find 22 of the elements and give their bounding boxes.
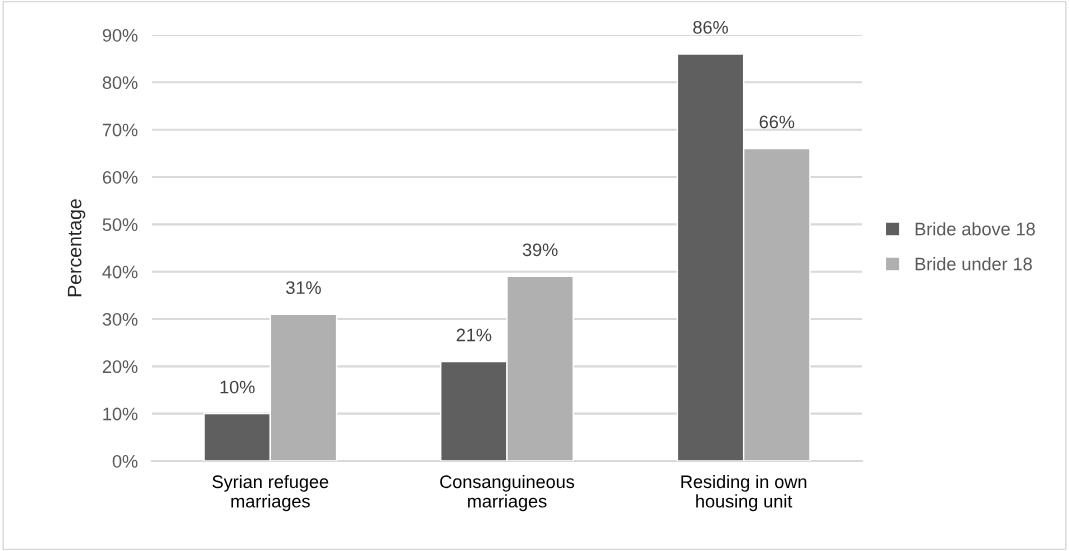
data-label: 39%: [522, 243, 558, 257]
data-label: 21%: [456, 328, 492, 342]
y-tick-label: 0%: [112, 454, 138, 468]
x-tick-label: Residing in own housing unit: [681, 474, 807, 512]
y-tick-label: 80%: [102, 76, 138, 90]
y-tick-label: 30%: [102, 312, 138, 326]
data-label: 10%: [220, 380, 255, 394]
legend-label: Bride above 18: [915, 222, 1035, 236]
data-label: 86%: [693, 20, 728, 34]
data-label: 66%: [759, 115, 795, 129]
y-tick-label: 60%: [102, 170, 138, 184]
legend-label: Bride under 18: [915, 257, 1032, 271]
x-tick-label: Syrian refugee marriages: [212, 474, 329, 512]
y-axis-title: Percentage: [67, 199, 86, 297]
y-tick-label: 10%: [103, 407, 138, 421]
x-tick-label: Consanguineous marriages: [440, 474, 575, 512]
data-label: 31%: [286, 281, 321, 295]
y-tick-label: 50%: [102, 218, 138, 232]
y-tick-label: 90%: [102, 28, 138, 42]
y-tick-label: 70%: [102, 123, 138, 137]
y-tick-label: 20%: [102, 360, 138, 374]
y-tick-label: 40%: [102, 265, 138, 279]
